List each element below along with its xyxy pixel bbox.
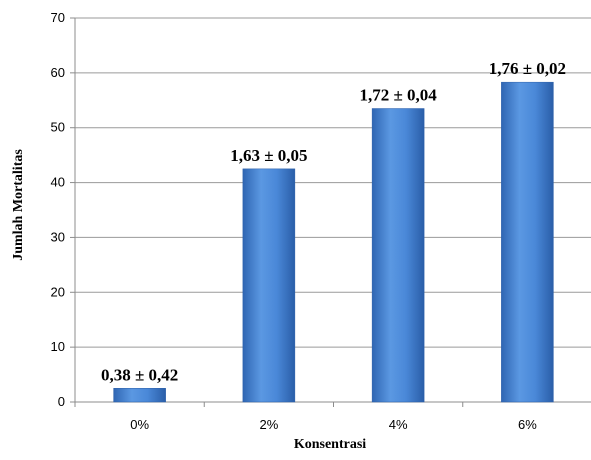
y-tick-label: 20 bbox=[51, 284, 65, 299]
bar-data-label: 1,63 ± 0,05 bbox=[230, 146, 307, 165]
y-tick-label: 50 bbox=[51, 120, 65, 135]
y-tick-label: 40 bbox=[51, 175, 65, 190]
x-tick-label: 2% bbox=[259, 417, 278, 432]
x-tick-label: 0% bbox=[130, 417, 149, 432]
y-tick-label: 10 bbox=[51, 339, 65, 354]
x-tick-label: 6% bbox=[518, 417, 537, 432]
bar bbox=[501, 81, 554, 403]
x-axis-title: Konsentrasi bbox=[294, 437, 366, 452]
bar-data-label: 1,76 ± 0,02 bbox=[489, 59, 566, 78]
data-labels: 0,38 ± 0,42 1,63 ± 0,05 1,72 ± 0,04 1,76 ± … bbox=[101, 59, 566, 384]
x-tick-label: 4% bbox=[389, 417, 408, 432]
bar-data-label: 1,72 ± 0,04 bbox=[359, 86, 437, 105]
bar bbox=[371, 108, 425, 403]
y-tick-label: 60 bbox=[51, 65, 65, 80]
gridlines bbox=[75, 17, 591, 348]
y-tick-label: 30 bbox=[51, 229, 65, 244]
tick-labels: 0 10 20 30 40 50 60 70 0% 2% 4% 6% bbox=[51, 10, 538, 432]
bar bbox=[113, 388, 166, 403]
y-tick-label: 70 bbox=[51, 10, 65, 25]
bar bbox=[242, 168, 296, 403]
y-tick-label: 0 bbox=[58, 394, 65, 409]
bars bbox=[113, 81, 554, 403]
bar-data-label: 0,38 ± 0,42 bbox=[101, 365, 178, 384]
y-axis-title: Jumlah Mortalitas bbox=[11, 149, 26, 261]
